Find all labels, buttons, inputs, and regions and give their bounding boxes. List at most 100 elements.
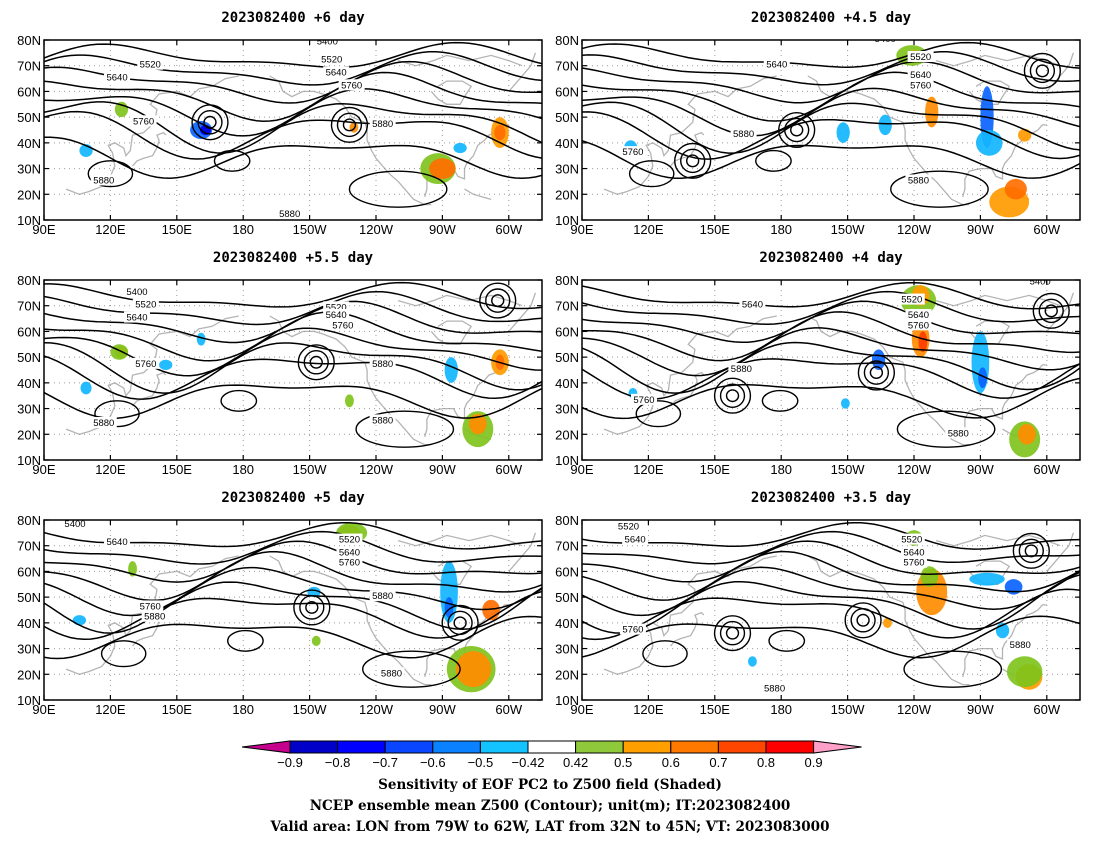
y-tick-label: 60N bbox=[555, 84, 579, 99]
contour-label-bg bbox=[630, 393, 657, 405]
contour-label-bg bbox=[141, 610, 168, 622]
y-tick-label: 20N bbox=[17, 667, 41, 682]
contour-label-bg bbox=[898, 533, 925, 545]
sensitivity-shade bbox=[748, 656, 757, 667]
contour-label: 5880 bbox=[948, 428, 969, 439]
x-tick-label: 150E bbox=[700, 462, 731, 477]
map-frame bbox=[581, 279, 1081, 461]
coastline bbox=[807, 315, 970, 446]
contour-label: 5520 bbox=[901, 295, 922, 306]
sensitivity-shade bbox=[975, 130, 1003, 156]
coastline bbox=[430, 320, 473, 345]
contour-label: 5760 bbox=[908, 320, 929, 331]
z500-low-ring bbox=[293, 589, 331, 626]
contour-label: 5880 bbox=[764, 684, 785, 695]
z500-contour bbox=[582, 521, 1080, 550]
z500-contour bbox=[44, 341, 542, 394]
x-tick-label: 90E bbox=[570, 222, 593, 237]
contour-label: 5640 bbox=[742, 300, 763, 311]
x-tick-label: 60W bbox=[1033, 222, 1060, 237]
contour-label: 5400 bbox=[64, 519, 85, 530]
contour-label-bg bbox=[137, 600, 164, 612]
contour-label: 5520 bbox=[326, 302, 347, 313]
contour-label-bg bbox=[1007, 639, 1034, 650]
y-tick-label: 20N bbox=[17, 427, 41, 442]
colorbar-label: 0.9 bbox=[805, 755, 823, 770]
contour-label: 5880 bbox=[93, 175, 114, 186]
contour-label: 5640 bbox=[910, 70, 931, 81]
contour-label: 5520 bbox=[321, 55, 342, 66]
z500-low-ring bbox=[1035, 64, 1050, 78]
z500-low-ring bbox=[297, 344, 335, 381]
colorbar-label: −0.42 bbox=[512, 755, 545, 770]
sensitivity-shade bbox=[878, 114, 892, 136]
contour-label-bg bbox=[615, 520, 642, 532]
z500-contour bbox=[582, 530, 1080, 565]
contour-label: 5520 bbox=[135, 300, 156, 311]
z500-low-ring bbox=[485, 288, 511, 313]
z500-low-ring bbox=[330, 106, 369, 143]
z500-contour-closed bbox=[755, 149, 792, 172]
z500-low-ring bbox=[713, 615, 752, 652]
contour-label-bg bbox=[945, 427, 972, 439]
contour-label: 5520 bbox=[901, 535, 922, 546]
z500-low-ring bbox=[1032, 292, 1070, 329]
contour-label: 5760 bbox=[133, 116, 154, 127]
colorbar-swatch bbox=[670, 740, 719, 754]
sensitivity-shade bbox=[494, 124, 506, 141]
y-tick-label: 10N bbox=[17, 693, 41, 708]
sensitivity-shade bbox=[444, 357, 458, 383]
z500-low-ring bbox=[191, 104, 229, 141]
contour-label: 5880 bbox=[381, 668, 402, 679]
panel-title: 2023082400 +4 day bbox=[759, 250, 903, 266]
contour-label: 5400 bbox=[875, 34, 896, 45]
x-tick-label: 60W bbox=[1033, 702, 1060, 717]
z500-low-ring bbox=[1023, 52, 1062, 89]
x-tick-label: 120W bbox=[897, 222, 932, 237]
coastline bbox=[935, 534, 1061, 547]
x-tick-label: 60W bbox=[495, 702, 522, 717]
y-tick-label: 10N bbox=[17, 453, 41, 468]
map-frame bbox=[43, 279, 543, 461]
z500-contour-closed bbox=[890, 170, 989, 208]
y-tick-label: 70N bbox=[555, 299, 579, 314]
colorbar-swatch bbox=[527, 740, 577, 754]
contour-label-bg bbox=[318, 53, 345, 65]
coastline bbox=[968, 80, 1011, 105]
footer-line-2: NCEP ensemble mean Z500 (Contour); unit(… bbox=[309, 798, 791, 814]
x-tick-label: 180 bbox=[232, 462, 254, 477]
sensitivity-shade bbox=[1018, 128, 1032, 142]
contour-label: 5880 bbox=[93, 418, 114, 429]
x-tick-label: 120W bbox=[897, 702, 932, 717]
coastline bbox=[670, 371, 705, 407]
contour-label: 5760 bbox=[633, 395, 654, 406]
y-tick-label: 50N bbox=[17, 110, 41, 125]
contour-label: 5640 bbox=[326, 310, 347, 321]
x-tick-label: 90W bbox=[429, 702, 456, 717]
x-tick-label: 150W bbox=[831, 222, 866, 237]
contour-label-bg bbox=[276, 207, 303, 219]
colorbar-label: 0.7 bbox=[709, 755, 727, 770]
z500-low-ring bbox=[790, 123, 804, 137]
coastline bbox=[603, 75, 777, 195]
y-tick-label: 70N bbox=[555, 539, 579, 554]
z500-contour bbox=[582, 311, 1080, 362]
x-tick-label: 120E bbox=[633, 222, 664, 237]
contour-label-bg bbox=[369, 414, 396, 426]
sensitivity-shade bbox=[925, 96, 939, 128]
x-tick-label: 90W bbox=[429, 222, 456, 237]
z500-contour bbox=[582, 358, 1080, 400]
coastline bbox=[670, 131, 705, 167]
contour-label: 5640 bbox=[326, 67, 347, 78]
x-tick-label: 120E bbox=[95, 462, 126, 477]
colorbar-swatch bbox=[337, 740, 386, 754]
colorbar-label: −0.7 bbox=[372, 755, 398, 770]
z500-low-ring bbox=[863, 360, 890, 385]
y-tick-label: 80N bbox=[17, 513, 41, 528]
z500-contour bbox=[44, 41, 542, 69]
map-frame bbox=[581, 519, 1081, 701]
z500-contour bbox=[582, 139, 1080, 179]
